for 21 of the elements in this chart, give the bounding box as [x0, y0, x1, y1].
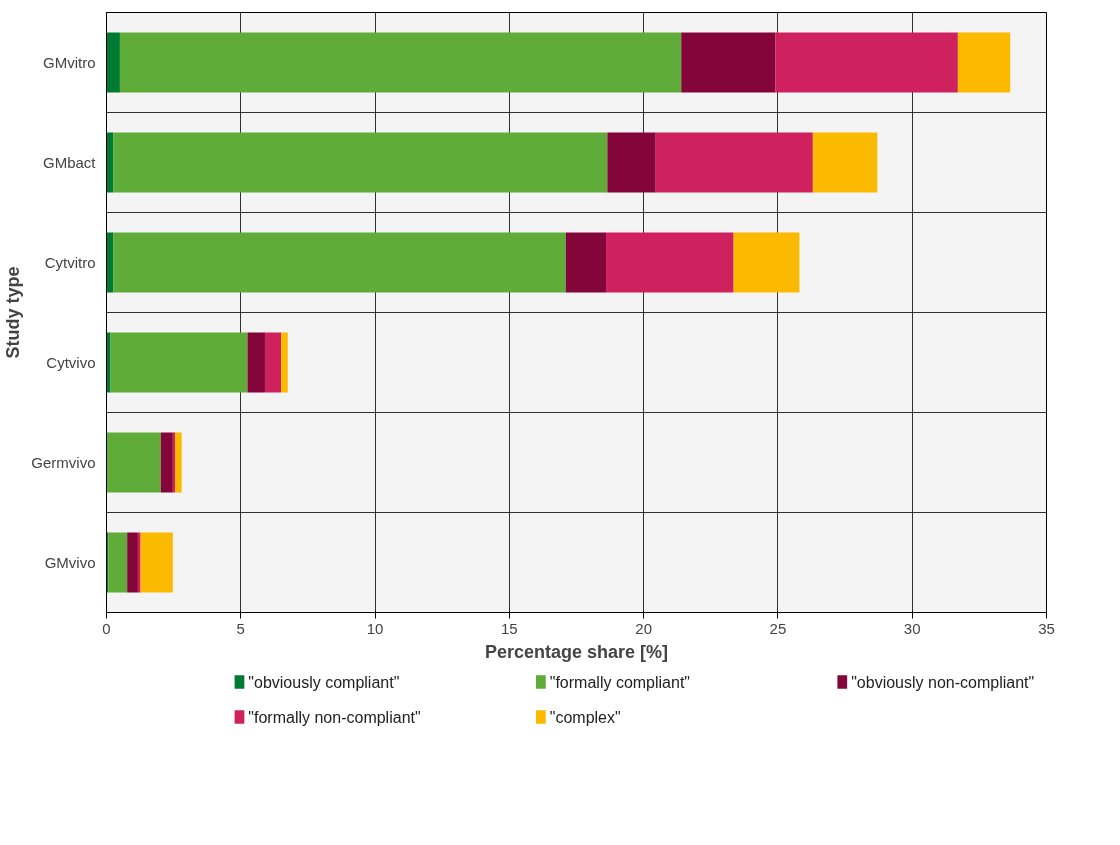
x-tick-label: 15 [501, 619, 518, 637]
x-tick-label: 20 [635, 619, 652, 637]
y-tick-label: Cytvivo [46, 354, 96, 371]
x-tick-label: 5 [236, 619, 245, 637]
legend-label: "formally compliant" [549, 673, 691, 691]
x-tick-label: 0 [102, 619, 111, 637]
x-tick-label: 30 [903, 619, 921, 637]
legend-label: "obviously compliant" [248, 673, 400, 691]
x-tick-label: 25 [769, 619, 787, 637]
legend-label: "complex" [549, 708, 621, 726]
y-tick-label: GMvitro [43, 54, 96, 71]
y-axis-title: Study type [3, 266, 24, 359]
y-tick-label: Germvivo [31, 454, 96, 471]
x-axis-title: Percentage share [%] [484, 641, 669, 662]
y-tick-label: GMvivo [44, 554, 96, 571]
y-tick-label: GMbact [42, 154, 97, 171]
y-tick-label: Cytvitro [44, 254, 96, 271]
x-tick-label: 35 [1038, 619, 1055, 637]
x-tick-label: 10 [366, 619, 384, 637]
legend-label: "formally non-compliant" [248, 708, 421, 726]
legend-label: "obviously non-compliant" [851, 673, 1035, 691]
